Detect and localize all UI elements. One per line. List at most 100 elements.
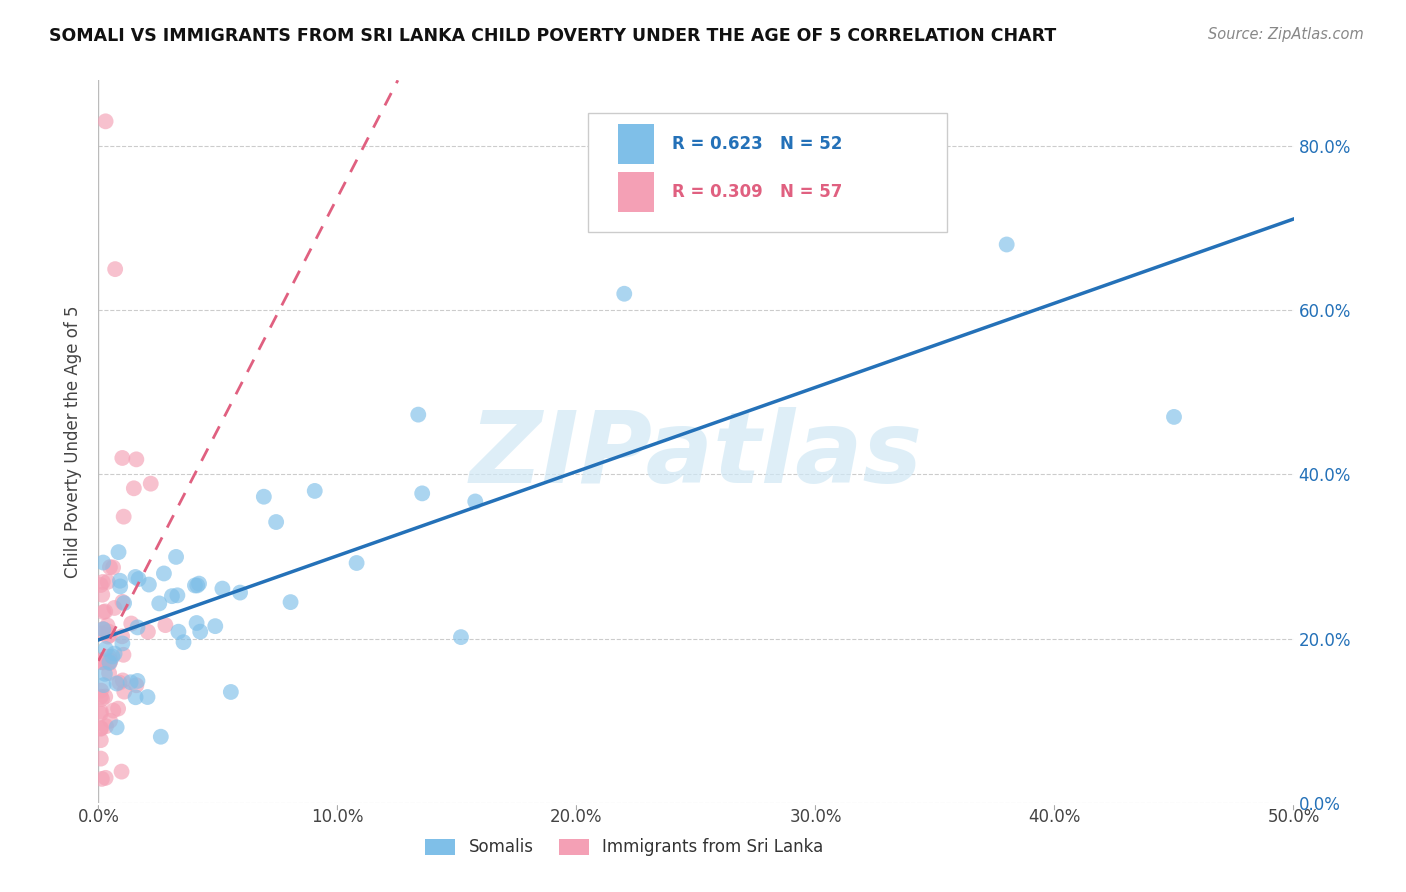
- Point: [94, 690, 117, 704]
- Point: [90, 751, 112, 765]
- Point: [91, 692, 114, 706]
- Point: [186, 578, 208, 592]
- Point: [90, 690, 112, 704]
- Point: [90, 653, 112, 667]
- Point: [211, 582, 233, 596]
- Point: [120, 616, 142, 631]
- Point: [112, 596, 135, 610]
- Point: [124, 570, 146, 584]
- Point: [464, 494, 486, 508]
- Point: [148, 596, 170, 610]
- Point: [101, 560, 124, 574]
- Point: [155, 618, 177, 632]
- Point: [112, 648, 135, 662]
- FancyBboxPatch shape: [589, 112, 948, 232]
- Point: [127, 620, 149, 634]
- Point: [136, 690, 159, 704]
- Point: [98, 649, 121, 664]
- Point: [90, 721, 112, 735]
- Point: [165, 549, 187, 564]
- Text: SOMALI VS IMMIGRANTS FROM SRI LANKA CHILD POVERTY UNDER THE AGE OF 5 CORRELATION: SOMALI VS IMMIGRANTS FROM SRI LANKA CHIL…: [49, 27, 1056, 45]
- Point: [204, 619, 226, 633]
- Point: [90, 683, 112, 698]
- Point: [188, 624, 211, 639]
- Point: [90, 655, 112, 669]
- Point: [139, 476, 162, 491]
- Point: [120, 675, 142, 690]
- Y-axis label: Child Poverty Under the Age of 5: Child Poverty Under the Age of 5: [65, 305, 83, 578]
- Point: [107, 701, 129, 715]
- Point: [103, 704, 125, 718]
- Point: [91, 622, 114, 636]
- Point: [112, 509, 135, 524]
- Point: [112, 684, 135, 698]
- Point: [98, 656, 121, 670]
- Point: [153, 566, 176, 581]
- Point: [111, 673, 134, 688]
- Point: [98, 656, 121, 670]
- Point: [264, 515, 287, 529]
- Point: [94, 666, 117, 681]
- Point: [124, 690, 146, 705]
- Point: [166, 588, 188, 602]
- Point: [125, 678, 148, 692]
- Point: [149, 730, 172, 744]
- Point: [90, 578, 112, 592]
- Point: [304, 483, 326, 498]
- Point: [93, 605, 115, 619]
- Point: [219, 685, 242, 699]
- Point: [111, 636, 134, 650]
- Point: [253, 490, 276, 504]
- Point: [90, 654, 112, 668]
- Point: [91, 656, 114, 670]
- Point: [98, 666, 121, 681]
- Point: [108, 574, 131, 588]
- Point: [111, 629, 134, 643]
- Point: [101, 649, 124, 664]
- Text: R = 0.309   N = 57: R = 0.309 N = 57: [672, 184, 842, 202]
- Point: [450, 630, 472, 644]
- Point: [128, 572, 150, 586]
- Point: [96, 618, 118, 632]
- Point: [90, 706, 112, 721]
- Point: [98, 560, 121, 574]
- Point: [184, 578, 207, 592]
- Point: [97, 624, 120, 639]
- Point: [613, 286, 636, 301]
- Point: [406, 408, 429, 422]
- Point: [995, 237, 1018, 252]
- Point: [105, 676, 128, 690]
- Point: [97, 630, 120, 644]
- Point: [93, 622, 115, 636]
- Point: [122, 481, 145, 495]
- Point: [136, 624, 159, 639]
- Point: [111, 595, 134, 609]
- Point: [93, 678, 115, 692]
- Point: [173, 635, 195, 649]
- Text: R = 0.623   N = 52: R = 0.623 N = 52: [672, 136, 842, 153]
- Point: [91, 574, 114, 589]
- Point: [103, 601, 125, 615]
- Point: [90, 722, 112, 736]
- Point: [127, 673, 149, 688]
- Point: [125, 452, 148, 467]
- Point: [1163, 409, 1185, 424]
- Legend: Somalis, Immigrants from Sri Lanka: Somalis, Immigrants from Sri Lanka: [419, 831, 830, 863]
- Point: [91, 588, 114, 602]
- Point: [90, 626, 112, 640]
- Point: [100, 654, 122, 668]
- Point: [110, 764, 132, 779]
- Point: [138, 577, 160, 591]
- Bar: [619, 172, 654, 212]
- Point: [90, 705, 112, 719]
- Point: [108, 579, 131, 593]
- Point: [90, 772, 112, 786]
- Point: [107, 545, 129, 559]
- Point: [94, 642, 117, 657]
- Point: [229, 585, 252, 599]
- Point: [108, 675, 131, 690]
- Point: [280, 595, 302, 609]
- Point: [91, 556, 114, 570]
- Point: [98, 714, 121, 728]
- Point: [411, 486, 433, 500]
